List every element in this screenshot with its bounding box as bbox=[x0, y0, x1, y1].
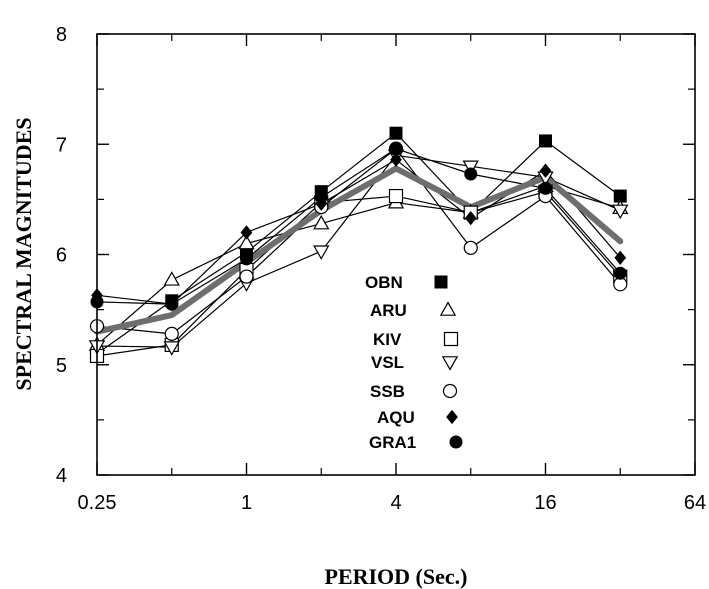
legend-marker-aru bbox=[439, 301, 457, 316]
legend-marker-ssb bbox=[442, 383, 458, 399]
legend-label-kiv: KIV bbox=[373, 330, 402, 349]
data-point-ssb-5 bbox=[463, 240, 478, 255]
data-point-aqu-5 bbox=[464, 210, 477, 226]
legend: OBN ARU KIV VSL SSB AQU GRA1 bbox=[365, 273, 463, 452]
series-line-gra1 bbox=[96, 148, 621, 305]
x-tick-label: 16 bbox=[534, 492, 556, 514]
marker-layer bbox=[88, 126, 629, 364]
x-tick-label: 4 bbox=[390, 492, 401, 514]
legend-marker-kiv bbox=[443, 331, 459, 347]
data-point-aru-2 bbox=[238, 234, 255, 250]
series-line-vsl bbox=[96, 154, 621, 348]
tick-layer bbox=[96, 33, 696, 476]
series-line-aru bbox=[96, 185, 621, 346]
y-tick-label: 4 bbox=[56, 465, 67, 487]
x-tick-label: 0.25 bbox=[78, 492, 117, 514]
legend-label-vsl: VSL bbox=[371, 353, 404, 372]
x-axis-title: PERIOD (Sec.) bbox=[325, 564, 468, 589]
data-point-aqu-4 bbox=[390, 152, 402, 167]
data-point-vsl-3 bbox=[313, 245, 330, 260]
data-point-obn-6 bbox=[539, 134, 552, 148]
data-point-aru-3 bbox=[313, 214, 330, 230]
legend-label-obn: OBN bbox=[365, 273, 403, 292]
data-point-aqu-6 bbox=[539, 163, 552, 178]
data-point-gra1-3 bbox=[314, 190, 328, 204]
data-point-ssb-1 bbox=[164, 326, 179, 341]
x-tick-label: 64 bbox=[684, 492, 706, 514]
data-point-gra1-2 bbox=[240, 252, 253, 266]
series-line-obn bbox=[96, 132, 621, 355]
data-point-ssb-2 bbox=[239, 269, 254, 284]
x-tick-label: 1 bbox=[241, 492, 252, 514]
data-point-obn-4 bbox=[389, 126, 403, 140]
data-point-gra1-5 bbox=[464, 167, 478, 181]
series-line-aqu bbox=[96, 159, 621, 305]
data-point-gra1-7 bbox=[613, 266, 627, 280]
x-tick-labels: 0.25 1 4 16 64 bbox=[78, 492, 707, 514]
legend-marker-vsl bbox=[441, 356, 459, 371]
data-point-vsl-1 bbox=[163, 341, 180, 356]
mean-layer bbox=[94, 165, 624, 335]
legend-marker-gra1 bbox=[449, 435, 463, 449]
series-line-kiv bbox=[96, 191, 621, 357]
data-point-vsl-7 bbox=[612, 204, 629, 220]
y-tick-label: 6 bbox=[56, 245, 67, 267]
data-point-kiv-4 bbox=[388, 188, 404, 204]
data-point-aqu-2 bbox=[240, 225, 253, 240]
data-point-gra1-6 bbox=[539, 181, 552, 195]
legend-label-aqu: AQU bbox=[377, 408, 415, 427]
y-tick-label: 5 bbox=[56, 355, 67, 377]
legend-marker-aqu bbox=[446, 409, 458, 425]
data-point-aqu-7 bbox=[614, 250, 627, 265]
y-axis-title: SPECTRAL MAGNITUDES bbox=[11, 117, 36, 390]
mean-line bbox=[94, 165, 624, 335]
legend-label-ssb: SSB bbox=[370, 382, 405, 401]
series-line-ssb bbox=[96, 148, 621, 335]
data-point-gra1-4 bbox=[389, 142, 403, 156]
data-point-aru-1 bbox=[163, 271, 180, 286]
y-tick-labels: 4 5 6 7 8 bbox=[56, 24, 67, 487]
legend-label-gra1: GRA1 bbox=[369, 433, 416, 452]
legend-marker-obn bbox=[434, 275, 448, 289]
data-point-gra1-1 bbox=[165, 297, 179, 311]
data-point-obn-7 bbox=[613, 189, 627, 203]
series-layer bbox=[96, 132, 621, 357]
legend-label-aru: ARU bbox=[370, 301, 407, 320]
data-point-vsl-5 bbox=[462, 160, 479, 175]
y-tick-label: 7 bbox=[56, 134, 67, 156]
y-tick-label: 8 bbox=[56, 24, 67, 46]
